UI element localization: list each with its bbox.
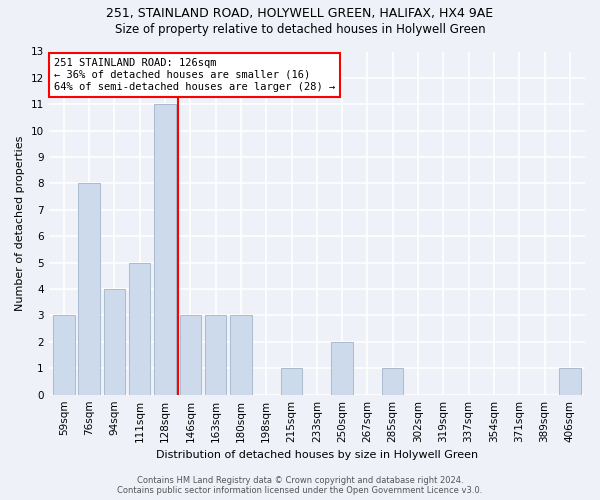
- Bar: [79, 184, 100, 394]
- Bar: [205, 316, 226, 394]
- Bar: [179, 316, 201, 394]
- Text: Size of property relative to detached houses in Holywell Green: Size of property relative to detached ho…: [115, 22, 485, 36]
- Bar: [281, 368, 302, 394]
- Y-axis label: Number of detached properties: Number of detached properties: [15, 136, 25, 311]
- Text: Contains HM Land Registry data © Crown copyright and database right 2024.
Contai: Contains HM Land Registry data © Crown c…: [118, 476, 482, 495]
- Bar: [104, 289, 125, 395]
- Bar: [154, 104, 176, 395]
- Bar: [331, 342, 353, 394]
- Text: 251 STAINLAND ROAD: 126sqm
← 36% of detached houses are smaller (16)
64% of semi: 251 STAINLAND ROAD: 126sqm ← 36% of deta…: [54, 58, 335, 92]
- Bar: [230, 316, 251, 394]
- Bar: [129, 262, 151, 394]
- Bar: [382, 368, 403, 394]
- Bar: [559, 368, 581, 394]
- Bar: [53, 316, 74, 394]
- X-axis label: Distribution of detached houses by size in Holywell Green: Distribution of detached houses by size …: [156, 450, 478, 460]
- Text: 251, STAINLAND ROAD, HOLYWELL GREEN, HALIFAX, HX4 9AE: 251, STAINLAND ROAD, HOLYWELL GREEN, HAL…: [106, 8, 494, 20]
